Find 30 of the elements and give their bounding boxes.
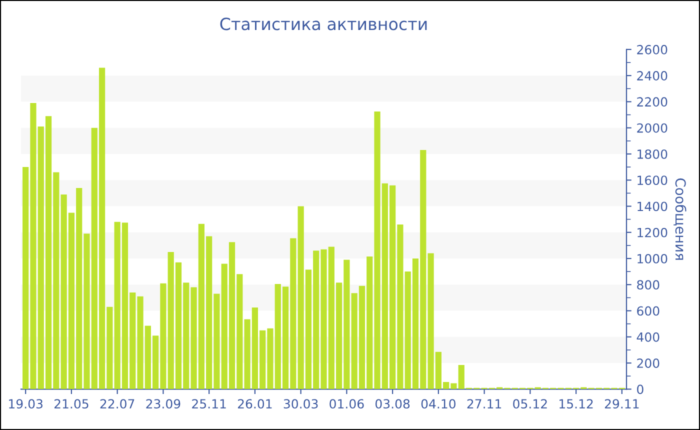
x-tick-label: 27.11 [467, 399, 502, 408]
x-tick-label: 29.11 [604, 399, 639, 409]
y-tick-label: 1400 [638, 202, 668, 212]
x-tick-label: 19.03 [9, 399, 42, 409]
y-tick-label: 1600 [638, 176, 668, 186]
y-tick-label: 2200 [637, 97, 668, 107]
x-tick-label: 15.12 [560, 399, 593, 409]
x-tick-label: 01.06 [330, 399, 364, 409]
y-tick-label: 0 [637, 384, 644, 394]
x-tick-label: 22.07 [100, 399, 134, 409]
x-tick-label: 25.11 [192, 399, 226, 409]
x-tick-label: 05.12 [513, 399, 547, 409]
y-axis-title: Сообщения [674, 178, 686, 260]
x-tick-label: 23.09 [146, 399, 180, 409]
x-tick-label: 04.10 [421, 399, 456, 409]
x-tick-label: 21.05 [54, 399, 88, 409]
x-tick-label: 03.08 [375, 399, 410, 409]
y-tick-label: 800 [637, 280, 660, 290]
y-tick-label: 2400 [637, 71, 668, 81]
y-tick-label: 1800 [638, 149, 668, 159]
y-tick-label: 200 [637, 358, 660, 368]
y-tick-label: 1000 [638, 254, 668, 264]
y-tick-label: 2600 [637, 44, 668, 54]
x-tick-label: 30.03 [284, 399, 318, 409]
y-tick-label: 1200 [638, 228, 668, 238]
y-tick-label: 400 [636, 332, 660, 342]
chart-title: Статистика активности [220, 18, 427, 30]
x-tick-label: 26.01 [238, 399, 272, 409]
y-tick-label: 600 [637, 306, 660, 316]
y-tick-label: 2000 [637, 123, 668, 133]
